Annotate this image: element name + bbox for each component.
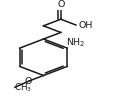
Text: O: O bbox=[24, 77, 32, 86]
Text: OH: OH bbox=[78, 21, 92, 30]
Text: CH$_3$: CH$_3$ bbox=[14, 81, 32, 94]
Text: O: O bbox=[57, 0, 64, 9]
Text: NH$_2$: NH$_2$ bbox=[66, 36, 86, 49]
